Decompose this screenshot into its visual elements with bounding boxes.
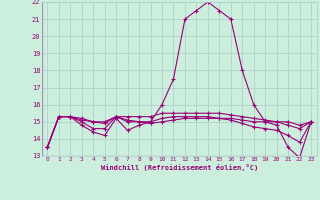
X-axis label: Windchill (Refroidissement éolien,°C): Windchill (Refroidissement éolien,°C)	[100, 164, 258, 171]
